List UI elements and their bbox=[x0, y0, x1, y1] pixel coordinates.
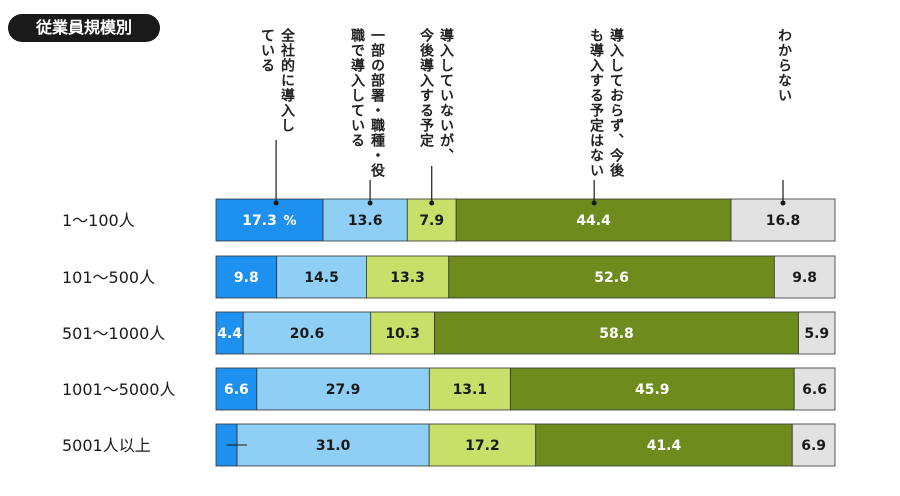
bar-segment bbox=[434, 311, 799, 355]
value-label: 13.3 bbox=[390, 270, 425, 286]
unit-label: % bbox=[284, 214, 297, 229]
legend-label-series-3: 導入していないが、今後導入する予定 bbox=[418, 28, 454, 163]
value-label: 31.0 bbox=[316, 438, 351, 454]
category-label: 1～100人 bbox=[62, 211, 135, 230]
category-label: 101～500人 bbox=[62, 268, 155, 287]
bar-segment bbox=[215, 367, 258, 411]
value-label: 7.9 bbox=[419, 213, 444, 229]
bar-segment bbox=[366, 255, 450, 299]
value-label: 6.9 bbox=[801, 438, 826, 454]
value-label: 17.2 bbox=[465, 438, 500, 454]
bar-segment bbox=[406, 198, 457, 242]
value-label: 13.6 bbox=[348, 213, 383, 229]
category-label: 501～1000人 bbox=[62, 324, 165, 343]
legend-leader-dot bbox=[367, 200, 373, 206]
value-label: 58.8 bbox=[599, 326, 634, 342]
bar-segment bbox=[242, 311, 372, 355]
value-label: 52.6 bbox=[594, 270, 629, 286]
legend-leader-dot bbox=[429, 200, 435, 206]
value-label: 4.4 bbox=[217, 326, 242, 342]
bar-segment bbox=[428, 423, 537, 467]
chart-title-text: 従業員規模別 bbox=[35, 18, 132, 37]
bar-segment bbox=[370, 311, 435, 355]
bar-segment bbox=[215, 311, 244, 355]
bar-segment bbox=[730, 198, 836, 242]
value-label: 5.9 bbox=[804, 326, 829, 342]
legend-leader-dot bbox=[780, 200, 786, 206]
bar-segment bbox=[276, 255, 367, 299]
value-label: 41.4 bbox=[647, 438, 682, 454]
legend-label-series-1: 全社的に導入している bbox=[259, 28, 295, 133]
legend-leader-dot bbox=[273, 200, 279, 206]
bar-segment bbox=[455, 198, 732, 242]
bar-segment bbox=[322, 198, 408, 242]
bar-segment bbox=[428, 367, 511, 411]
bar-segment bbox=[256, 367, 430, 411]
category-label: 5001人以上 bbox=[62, 436, 151, 455]
value-label: 20.6 bbox=[290, 326, 325, 342]
value-label: 45.9 bbox=[635, 382, 670, 398]
value-label: 44.4 bbox=[576, 213, 611, 229]
legend-leader-dot bbox=[591, 200, 597, 206]
value-label: 9.8 bbox=[234, 270, 259, 286]
value-label: 6.6 bbox=[802, 382, 827, 398]
value-label: 6.6 bbox=[224, 382, 249, 398]
category-label: 1001～5000人 bbox=[62, 380, 175, 399]
legend-label-series-5: わからない bbox=[776, 28, 792, 103]
bar-segment bbox=[793, 367, 836, 411]
value-label: 9.8 bbox=[792, 270, 817, 286]
bar-segment bbox=[236, 423, 430, 467]
bar-segment bbox=[448, 255, 775, 299]
legend-label-series-4: 導入しておらず、今後も導入する予定はない bbox=[588, 28, 624, 178]
bar-segment bbox=[215, 255, 278, 299]
value-label: 17.3 bbox=[242, 213, 277, 229]
chart-title: 従業員規模別 bbox=[8, 14, 160, 42]
bar-segment bbox=[791, 423, 836, 467]
legend-label-series-2: 一部の部署・職種・役職で導入している bbox=[349, 28, 385, 178]
bar-segment bbox=[535, 423, 793, 467]
value-label: 13.1 bbox=[453, 382, 488, 398]
value-label: 27.9 bbox=[326, 382, 361, 398]
bar-segment bbox=[798, 311, 836, 355]
value-label: 16.8 bbox=[766, 213, 801, 229]
bar-segment bbox=[215, 198, 324, 242]
value-label: 14.5 bbox=[304, 270, 339, 286]
bar-segment bbox=[773, 255, 836, 299]
value-label: 10.3 bbox=[385, 326, 420, 342]
